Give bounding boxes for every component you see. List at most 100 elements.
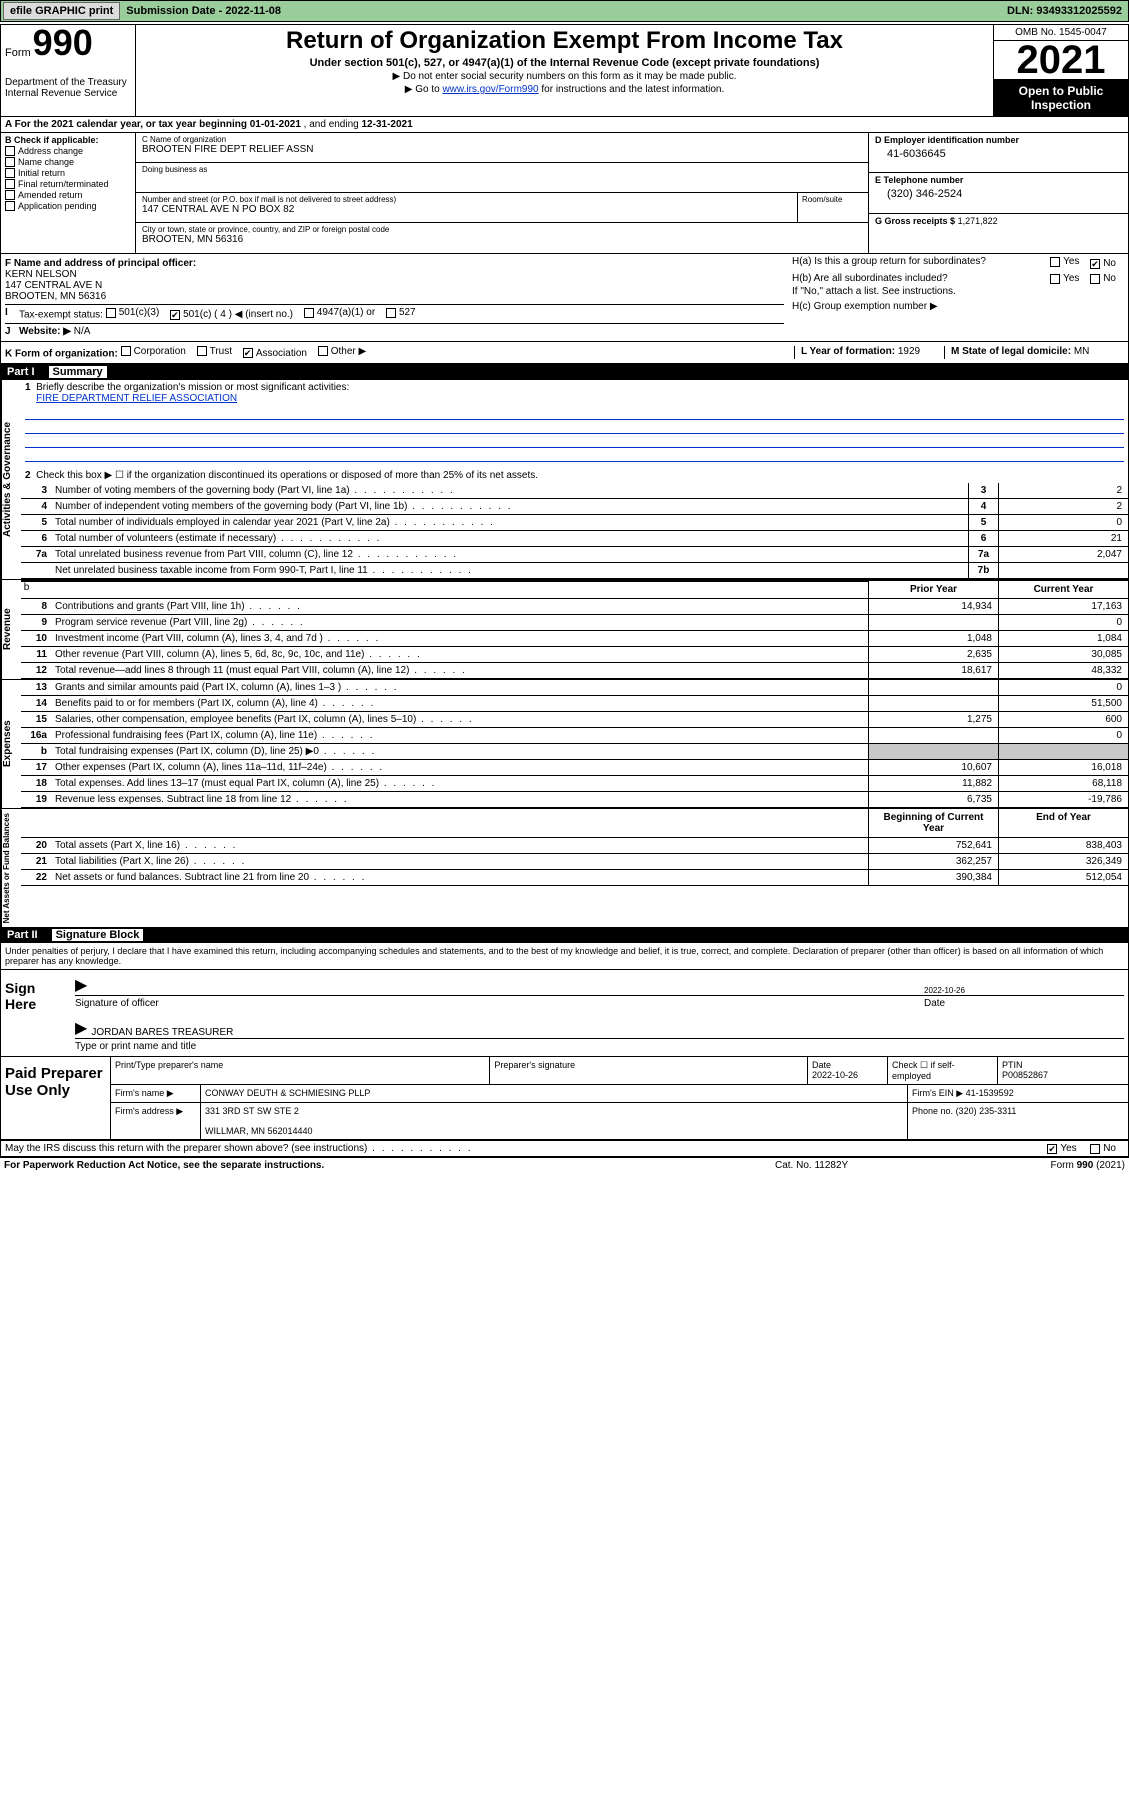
lbl-initial-return: Initial return [18, 168, 65, 178]
form-title: Return of Organization Exempt From Incom… [142, 27, 987, 55]
line1-label: Briefly describe the organization's miss… [36, 382, 349, 393]
g-label: G Gross receipts $ [875, 216, 955, 226]
lbl-501c: 501(c) ( 4 ) ◀ (insert no.) [183, 309, 293, 320]
summary-row: 9Program service revenue (Part VIII, lin… [21, 615, 1128, 631]
firm-city: WILLMAR, MN 562014440 [205, 1126, 313, 1136]
i-label: Tax-exempt status: [19, 310, 103, 321]
top-bar: efile GRAPHIC print Submission Date - 20… [0, 0, 1129, 22]
ha-label: H(a) Is this a group return for subordin… [792, 256, 986, 267]
firm-addr: 331 3RD ST SW STE 2 [205, 1106, 299, 1116]
chk-app-pending[interactable] [5, 201, 15, 211]
prep-sig-hdr: Preparer's signature [490, 1057, 808, 1084]
city-label: City or town, state or province, country… [142, 225, 862, 234]
col-begin: Beginning of Current Year [868, 809, 998, 837]
row-a-end: 12-31-2021 [362, 119, 413, 130]
sig-date: 2022-10-26 [924, 986, 965, 995]
lbl-4947: 4947(a)(1) or [317, 307, 375, 318]
summary-row: 7aTotal unrelated business revenue from … [21, 547, 1128, 563]
row-k: K Form of organization: Corporation Trus… [1, 342, 1128, 365]
prep-selfemp: Check ☐ if self-employed [888, 1057, 998, 1084]
d-ein: 41-6036645 [875, 145, 1122, 160]
chk-other[interactable] [318, 346, 328, 356]
firm-phone-label: Phone no. [912, 1106, 953, 1116]
chk-hb-yes[interactable] [1050, 274, 1060, 284]
firm-addr-label: Firm's address ▶ [111, 1103, 201, 1139]
chk-assoc[interactable] [243, 348, 253, 358]
chk-4947[interactable] [304, 308, 314, 318]
summary-row: 4Number of independent voting members of… [21, 499, 1128, 515]
firm-name: CONWAY DEUTH & SCHMIESING PLLP [201, 1085, 908, 1102]
chk-501c[interactable] [170, 310, 180, 320]
footer-catno: Cat. No. 11282Y [775, 1160, 975, 1171]
hb-note: If "No," attach a list. See instructions… [792, 286, 1124, 297]
summary-row: 14Benefits paid to or for members (Part … [21, 696, 1128, 712]
chk-initial-return[interactable] [5, 168, 15, 178]
footer-form: Form 990 (2021) [975, 1160, 1125, 1171]
lbl-name-change: Name change [18, 157, 74, 167]
lbl-may-no: No [1103, 1143, 1116, 1154]
summary-net: Net Assets or Fund Balances Beginning of… [1, 808, 1128, 927]
chk-final-return[interactable] [5, 179, 15, 189]
row-a-mid: , and ending [301, 119, 362, 130]
chk-ha-yes[interactable] [1050, 257, 1060, 267]
vtab-exp: Expenses [1, 680, 21, 808]
m-label: M State of legal domicile: [951, 346, 1071, 357]
part2-title: Signature Block [52, 929, 144, 941]
col-right: D Employer identification number 41-6036… [868, 133, 1128, 253]
j-label: Website: ▶ [19, 326, 71, 337]
footer: For Paperwork Reduction Act Notice, see … [0, 1157, 1129, 1173]
addr-label: Number and street (or P.O. box if mail i… [142, 195, 791, 204]
chk-hb-no[interactable] [1090, 274, 1100, 284]
l-label: L Year of formation: [801, 346, 895, 357]
chk-501c3[interactable] [106, 308, 116, 318]
summary-rev: Revenue bPrior YearCurrent Year 8Contrib… [1, 579, 1128, 679]
summary-row: 18Total expenses. Add lines 13–17 (must … [21, 776, 1128, 792]
efile-button[interactable]: efile GRAPHIC print [3, 2, 120, 20]
chk-may-yes[interactable] [1047, 1144, 1057, 1154]
chk-address-change[interactable] [5, 146, 15, 156]
chk-ha-no[interactable] [1090, 259, 1100, 269]
summary-row: 12Total revenue—add lines 8 through 11 (… [21, 663, 1128, 679]
summary-row: 11Other revenue (Part VIII, column (A), … [21, 647, 1128, 663]
form-subtitle-2: ▶ Do not enter social security numbers o… [142, 71, 987, 82]
lbl-other: Other ▶ [331, 346, 366, 357]
may-text: May the IRS discuss this return with the… [5, 1143, 1047, 1154]
chk-trust[interactable] [197, 346, 207, 356]
paid-preparer-label: Paid Preparer Use Only [1, 1057, 111, 1139]
d-label: D Employer identification number [875, 135, 1122, 145]
sign-here-block: Sign Here ▶Signature of officer 2022-10-… [1, 970, 1128, 1057]
chk-may-no[interactable] [1090, 1144, 1100, 1154]
summary-row: 17Other expenses (Part IX, column (A), l… [21, 760, 1128, 776]
chk-527[interactable] [386, 308, 396, 318]
row-a-begin: 01-01-2021 [250, 119, 301, 130]
f-addr1: 147 CENTRAL AVE N [5, 280, 102, 291]
summary-row: 5Total number of individuals employed in… [21, 515, 1128, 531]
vtab-rev: Revenue [1, 580, 21, 679]
form-header: Form 990 Department of the Treasury Inte… [1, 25, 1128, 117]
part1-title: Summary [49, 366, 107, 378]
firm-ein: 41-1539592 [966, 1088, 1014, 1098]
chk-corp[interactable] [121, 346, 131, 356]
form-word: Form [5, 47, 31, 59]
lbl-amended: Amended return [18, 190, 83, 200]
chk-name-change[interactable] [5, 157, 15, 167]
sub3-pre: ▶ Go to [405, 84, 443, 95]
summary-row: 22Net assets or fund balances. Subtract … [21, 870, 1128, 886]
firm-name-label: Firm's name ▶ [111, 1085, 201, 1102]
col-mid: C Name of organization BROOTEN FIRE DEPT… [136, 133, 868, 253]
form-990: Form 990 Department of the Treasury Inte… [0, 24, 1129, 1157]
part1-header: Part I Summary [1, 364, 1128, 380]
summary-row: 8Contributions and grants (Part VIII, li… [21, 599, 1128, 615]
part1-num: Part I [7, 366, 35, 378]
part2-header: Part II Signature Block [1, 927, 1128, 943]
col-prior: Prior Year [868, 581, 998, 598]
row-a: A For the 2021 calendar year, or tax yea… [1, 117, 1128, 133]
prep-ptin-hdr: PTIN [1002, 1060, 1023, 1070]
form-number: 990 [33, 27, 93, 59]
summary-exp: Expenses 13Grants and similar amounts pa… [1, 679, 1128, 808]
lbl-527: 527 [399, 307, 416, 318]
chk-amended[interactable] [5, 190, 15, 200]
lbl-hb-no: No [1103, 273, 1116, 284]
lbl-app-pending: Application pending [18, 201, 97, 211]
irs-link[interactable]: www.irs.gov/Form990 [442, 84, 538, 95]
